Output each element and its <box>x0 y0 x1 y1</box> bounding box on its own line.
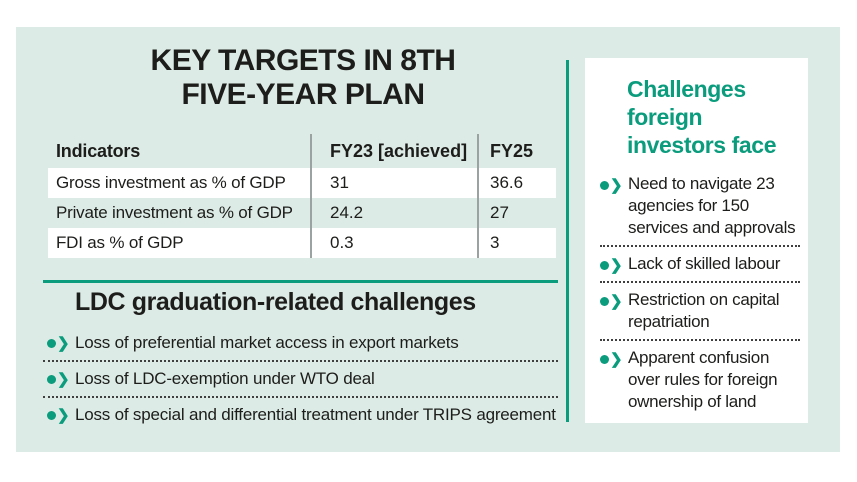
table-cell-fy23: 24.2 <box>310 198 477 228</box>
list-item-label: Loss of preferential market access in ex… <box>75 333 459 352</box>
table-row: FDI as % of GDP 0.3 3 <box>48 228 556 258</box>
bullet-arrow-icon: ❯ <box>47 336 75 351</box>
foreign-investors-card: Challenges foreign investors face ❯ Need… <box>585 58 808 423</box>
bullet-dot-icon <box>47 338 56 348</box>
page-title: KEY TARGETS IN 8TH FIVE-YEAR PLAN <box>48 44 558 112</box>
table-cell-fy25: 27 <box>477 198 556 228</box>
table-cell-fy25: 36.6 <box>477 168 556 198</box>
bullet-arrow-icon: ❯ <box>600 352 628 367</box>
list-item-label: Lack of skilled labour <box>628 254 781 273</box>
list-item: ❯ Loss of special and differential treat… <box>43 398 558 432</box>
investor-challenges-list: ❯ Need to navigate 23 agencies for 150 s… <box>600 167 800 419</box>
list-item-label: Need to navigate 23 agencies for 150 ser… <box>628 174 796 237</box>
list-item: ❯ Apparent confusion over rules for fore… <box>600 341 800 419</box>
bullet-chevron-icon: ❯ <box>610 351 623 368</box>
bullet-arrow-icon: ❯ <box>47 408 75 423</box>
list-item-label: Loss of special and differential treatme… <box>75 405 556 424</box>
table-cell-indicator: Private investment as % of GDP <box>56 203 293 222</box>
list-item: ❯ Loss of preferential market access in … <box>43 326 558 362</box>
list-item-label: Restriction on capital repatriation <box>628 290 780 331</box>
table-header-fy25: FY25 <box>477 134 556 168</box>
infographic-panel: KEY TARGETS IN 8TH FIVE-YEAR PLAN Indica… <box>16 27 840 452</box>
bullet-dot-icon <box>600 261 609 270</box>
list-item: ❯ Restriction on capital repatriation <box>600 283 800 341</box>
page-title-line-1: KEY TARGETS IN 8TH <box>150 44 456 77</box>
section-divider-rule <box>43 280 558 283</box>
table-cell-indicator: FDI as % of GDP <box>56 233 184 252</box>
list-item: ❯ Lack of skilled labour <box>600 247 800 283</box>
table-cell-fy25: 3 <box>477 228 556 258</box>
list-item-label: Loss of LDC-exemption under WTO deal <box>75 369 375 388</box>
bullet-dot-icon <box>600 355 609 364</box>
table-header-fy23: FY23 [achieved] <box>310 134 477 168</box>
table-cell-fy23: 31 <box>310 168 477 198</box>
bullet-dot-icon <box>600 181 609 190</box>
bullet-arrow-icon: ❯ <box>600 258 628 273</box>
bullet-chevron-icon: ❯ <box>610 177 623 194</box>
list-item-label: Apparent confusion over rules for foreig… <box>628 348 778 411</box>
bullet-chevron-icon: ❯ <box>57 370 70 388</box>
table-row: Private investment as % of GDP 24.2 27 <box>48 198 556 228</box>
bullet-dot-icon <box>47 410 56 420</box>
table-cell-indicator: Gross investment as % of GDP <box>56 173 286 192</box>
vertical-divider-rule <box>566 60 569 422</box>
bullet-dot-icon <box>47 374 56 384</box>
table-header-indicators: Indicators <box>56 140 141 161</box>
key-targets-table: Indicators FY23 [achieved] FY25 Gross in… <box>48 134 556 258</box>
page-title-line-2: FIVE-YEAR PLAN <box>181 78 425 111</box>
ldc-section-title: LDC graduation-related challenges <box>75 288 476 316</box>
card-title: Challenges foreign investors face <box>627 76 777 158</box>
bullet-arrow-icon: ❯ <box>600 294 628 309</box>
bullet-chevron-icon: ❯ <box>57 334 70 352</box>
bullet-arrow-icon: ❯ <box>600 178 628 193</box>
list-item: ❯ Need to navigate 23 agencies for 150 s… <box>600 167 800 247</box>
ldc-challenges-list: ❯ Loss of preferential market access in … <box>43 326 558 432</box>
list-item: ❯ Loss of LDC-exemption under WTO deal <box>43 362 558 398</box>
bullet-dot-icon <box>600 297 609 306</box>
bullet-chevron-icon: ❯ <box>610 257 623 274</box>
table-cell-fy23: 0.3 <box>310 228 477 258</box>
table-header-row: Indicators FY23 [achieved] FY25 <box>48 134 556 168</box>
bullet-arrow-icon: ❯ <box>47 372 75 387</box>
bullet-chevron-icon: ❯ <box>57 406 70 424</box>
table-row: Gross investment as % of GDP 31 36.6 <box>48 168 556 198</box>
bullet-chevron-icon: ❯ <box>610 293 623 310</box>
